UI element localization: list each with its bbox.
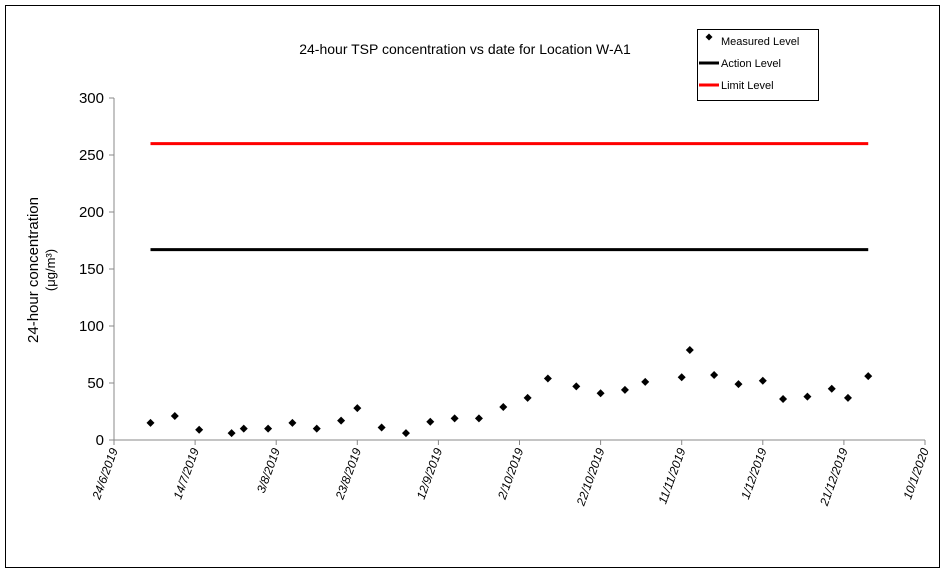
data-point (596, 389, 605, 398)
data-point (264, 424, 273, 433)
data-point (572, 382, 581, 391)
data-point (734, 380, 743, 389)
y-tick-label: 250 (79, 147, 104, 164)
data-point (685, 345, 694, 354)
data-point (312, 424, 321, 433)
data-point (758, 376, 767, 385)
data-point (864, 372, 873, 381)
data-point (620, 385, 629, 394)
data-point (710, 371, 719, 380)
data-point (779, 394, 788, 403)
y-tick-label: 300 (79, 90, 104, 107)
data-point (426, 417, 435, 426)
data-point (474, 414, 483, 423)
data-point (239, 424, 248, 433)
y-axis-label: 24-hour concentration (25, 197, 42, 343)
legend-marker (705, 33, 713, 41)
data-point (227, 429, 236, 438)
data-point (827, 384, 836, 393)
data-point (641, 377, 650, 386)
y-axis-label: (μg/m³) (43, 249, 58, 291)
data-point (803, 392, 812, 401)
data-point (195, 425, 204, 434)
data-point (170, 412, 179, 421)
data-point (677, 373, 686, 382)
y-tick-label: 0 (96, 432, 104, 449)
data-point (377, 423, 386, 432)
legend-label: Measured Level (721, 36, 799, 48)
data-point (523, 393, 532, 402)
y-tick-label: 200 (79, 204, 104, 221)
data-point (337, 416, 346, 425)
data-point (499, 402, 508, 411)
y-tick-label: 100 (79, 318, 104, 335)
legend-label: Action Level (721, 58, 781, 70)
y-tick-label: 150 (79, 261, 104, 278)
legend-box (697, 29, 819, 101)
data-point (543, 374, 552, 383)
chart-title: 24-hour TSP concentration vs date for Lo… (299, 41, 631, 57)
legend-label: Limit Level (721, 80, 774, 92)
data-point (146, 418, 155, 427)
y-tick-label: 50 (87, 375, 104, 392)
data-point (401, 429, 410, 438)
data-point (353, 404, 362, 413)
data-point (843, 393, 852, 402)
data-point (288, 418, 297, 427)
data-point (450, 414, 459, 423)
